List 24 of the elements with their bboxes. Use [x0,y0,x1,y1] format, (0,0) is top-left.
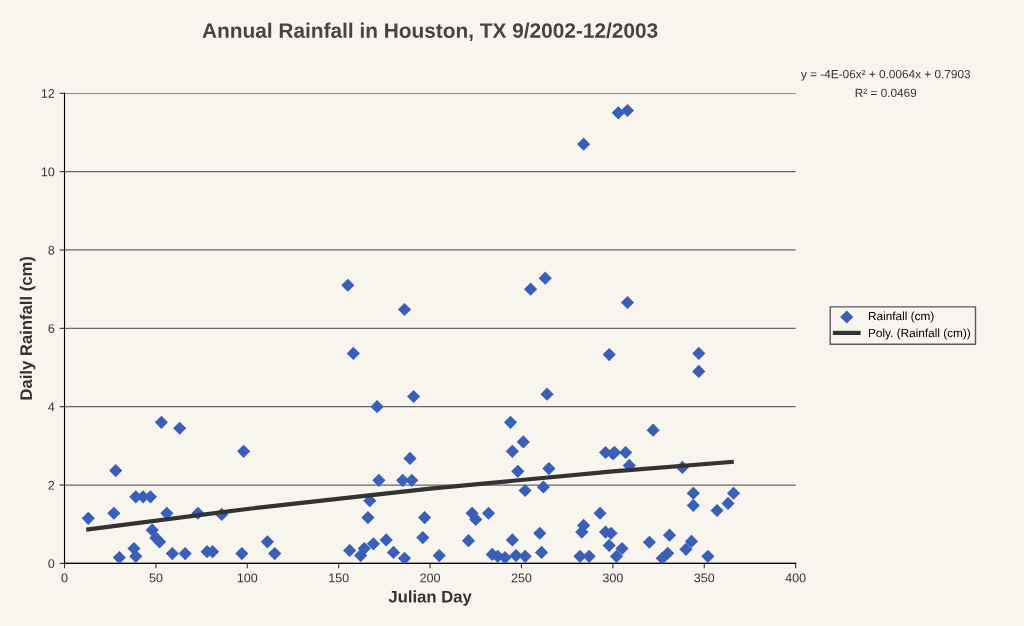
x-tick-label: 150 [329,573,349,583]
x-tick-label: 250 [511,573,532,583]
y-tick-label: 6 [48,324,55,333]
chart-title: Annual Rainfall in Houston, TX 9/2002-12/2003 [202,22,658,41]
x-axis-title: Julian Day [388,590,472,606]
y-tick-label: 2 [48,480,55,490]
x-tick-label: 100 [237,573,258,583]
text: y = -4E-06x² + 0.0064x + 0.7903 [800,69,971,81]
x-tick-label: 200 [420,573,441,583]
x-tick-label: 300 [602,573,623,583]
y-tick-label: 4 [48,402,55,412]
y-tick-label: 0 [48,559,55,569]
y-axis-title: Daily Rainfall (cm) [19,256,36,400]
x-tick-label: 0 [61,573,68,583]
y-tick-label: 12 [41,89,55,98]
x-tick-label: 400 [785,573,806,583]
text: R² = 0.0469 [855,88,917,98]
x-tick-label: 350 [694,573,715,583]
y-tick-label: 8 [48,245,55,255]
legend-label: Rainfall (cm) [868,311,934,323]
y-tick-label: 10 [41,167,55,177]
line-series [86,459,734,532]
x-tick-label: 50 [149,573,163,583]
legend-label: Poly. (Rainfall (cm)) [868,328,971,340]
